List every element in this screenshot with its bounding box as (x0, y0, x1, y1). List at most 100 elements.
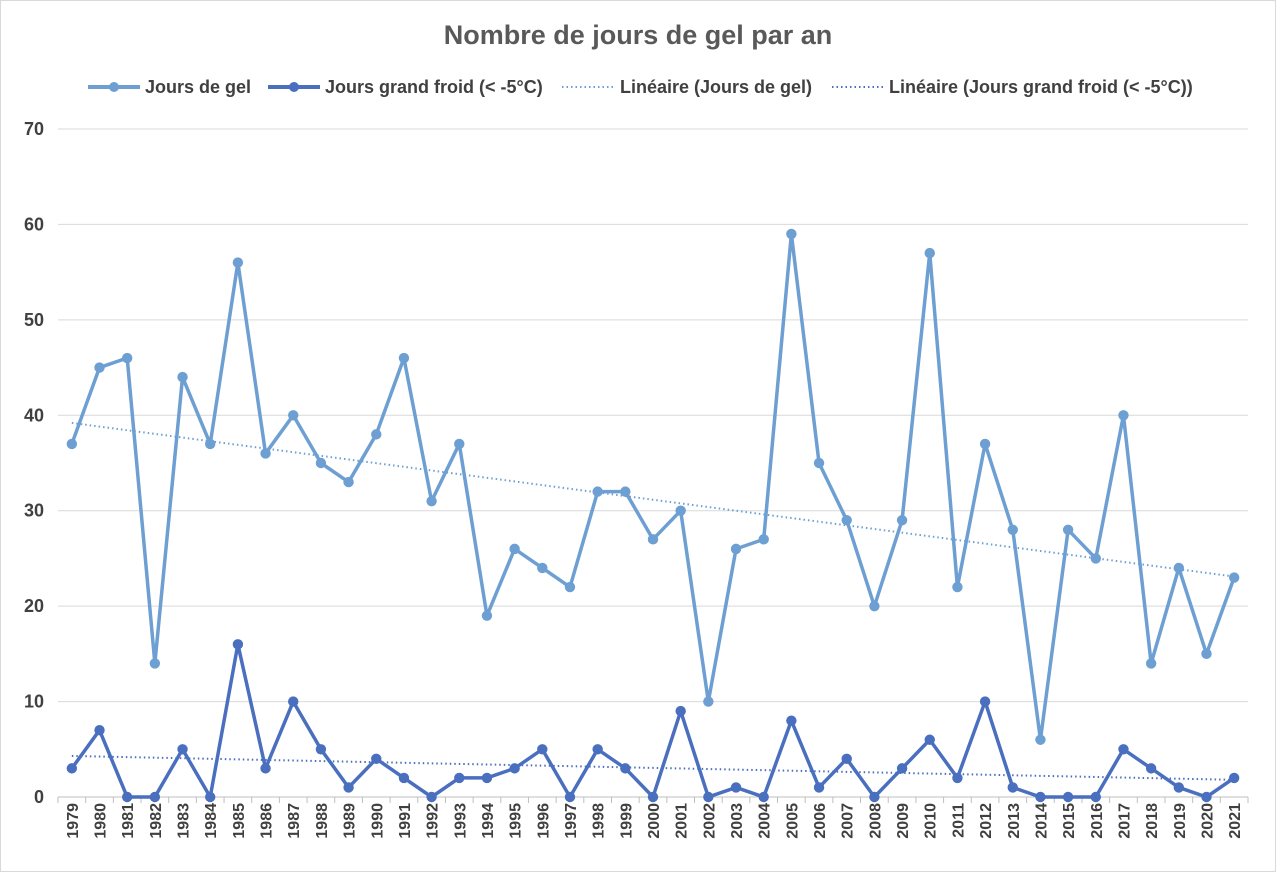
data-point[interactable] (813, 782, 825, 793)
x-tick-label: 2017 (1116, 803, 1133, 839)
y-tick-label: 30 (24, 501, 44, 521)
data-point[interactable] (564, 791, 576, 803)
series-line-1 (70, 642, 1236, 799)
data-point[interactable] (924, 734, 935, 745)
data-point[interactable] (703, 791, 714, 803)
legend-item-jours-grand-froid[interactable]: Jours grand froid (< -5°C) (268, 77, 543, 97)
data-point[interactable] (1228, 772, 1240, 784)
data-point[interactable] (205, 438, 216, 450)
x-tick-label: 1998 (591, 803, 608, 839)
data-point[interactable] (398, 772, 410, 784)
data-point[interactable] (869, 791, 880, 803)
data-point[interactable] (1173, 562, 1185, 574)
data-point[interactable] (979, 438, 991, 450)
data-point[interactable] (315, 744, 327, 755)
data-point[interactable] (454, 772, 465, 784)
data-point[interactable] (786, 228, 797, 240)
data-point[interactable] (260, 763, 271, 774)
data-point[interactable] (537, 562, 548, 574)
data-point[interactable] (509, 763, 520, 774)
legend-item-jours-de-gel[interactable]: Jours de gel (88, 77, 251, 97)
data-point[interactable] (979, 696, 991, 707)
data-point[interactable] (675, 705, 686, 717)
data-point[interactable] (896, 515, 908, 526)
data-point[interactable] (1201, 648, 1212, 660)
data-point[interactable] (1145, 763, 1157, 774)
data-point[interactable] (647, 791, 659, 803)
data-point[interactable] (537, 744, 548, 755)
x-tick-label: 2012 (978, 803, 995, 839)
data-point[interactable] (232, 639, 244, 650)
data-point[interactable] (1118, 744, 1129, 755)
data-point[interactable] (454, 438, 465, 450)
data-point[interactable] (924, 247, 935, 259)
x-tick-label: 1989 (342, 803, 359, 839)
x-tick-label: 2006 (812, 803, 829, 839)
data-point[interactable] (1145, 658, 1157, 669)
data-point[interactable] (1090, 553, 1101, 564)
data-point[interactable] (952, 772, 963, 784)
y-tick-label: 60 (24, 214, 44, 234)
data-point[interactable] (730, 782, 742, 793)
data-point[interactable] (1007, 782, 1018, 793)
data-point[interactable] (592, 486, 603, 497)
data-point[interactable] (786, 715, 797, 726)
data-point[interactable] (121, 791, 133, 803)
data-point[interactable] (1090, 791, 1101, 803)
data-point[interactable] (232, 257, 244, 268)
data-point[interactable] (1062, 791, 1074, 803)
data-point[interactable] (952, 581, 963, 593)
data-point[interactable] (675, 505, 686, 516)
data-point[interactable] (260, 448, 271, 459)
data-point[interactable] (564, 581, 576, 593)
legend-item-lineaire-jours-grand-froid[interactable]: Linéaire (Jours grand froid (< -5°C)) (832, 77, 1193, 97)
data-point[interactable] (647, 534, 659, 545)
data-point[interactable] (1173, 782, 1185, 793)
data-point[interactable] (481, 772, 493, 784)
data-point[interactable] (343, 476, 354, 488)
data-point[interactable] (896, 763, 908, 774)
data-point[interactable] (1007, 524, 1018, 535)
data-point[interactable] (149, 658, 161, 669)
data-point[interactable] (758, 791, 769, 803)
data-point[interactable] (1228, 572, 1240, 583)
data-point[interactable] (481, 610, 493, 621)
data-point[interactable] (813, 457, 825, 469)
data-point[interactable] (398, 352, 410, 364)
data-point[interactable] (1201, 791, 1212, 803)
data-point[interactable] (288, 410, 299, 421)
data-point[interactable] (343, 782, 354, 793)
data-point[interactable] (841, 515, 852, 526)
data-point[interactable] (94, 725, 105, 736)
data-point[interactable] (66, 763, 78, 774)
series-0 (66, 228, 1240, 745)
data-point[interactable] (509, 543, 520, 555)
legend-item-lineaire-jours-de-gel[interactable]: Linéaire (Jours de gel) (562, 77, 812, 97)
data-point[interactable] (1062, 524, 1074, 535)
data-point[interactable] (426, 495, 437, 507)
data-point[interactable] (620, 763, 631, 774)
data-point[interactable] (371, 429, 382, 440)
data-point[interactable] (703, 696, 714, 707)
data-point[interactable] (758, 534, 769, 545)
data-point[interactable] (620, 486, 631, 497)
data-point[interactable] (1118, 410, 1129, 421)
data-point[interactable] (288, 696, 299, 707)
data-point[interactable] (149, 791, 161, 803)
data-point[interactable] (94, 362, 105, 373)
data-point[interactable] (1035, 734, 1046, 745)
data-point[interactable] (121, 352, 133, 364)
data-point[interactable] (869, 600, 880, 612)
data-point[interactable] (177, 371, 188, 383)
data-point[interactable] (66, 438, 78, 450)
data-point[interactable] (371, 753, 382, 765)
data-point[interactable] (205, 791, 216, 803)
data-point[interactable] (841, 753, 852, 765)
data-point[interactable] (592, 744, 603, 755)
data-point[interactable] (1035, 791, 1046, 803)
data-point[interactable] (426, 791, 437, 803)
data-point[interactable] (315, 457, 327, 469)
trendline-0 (71, 421, 1235, 578)
data-point[interactable] (177, 744, 188, 755)
data-point[interactable] (730, 543, 742, 555)
